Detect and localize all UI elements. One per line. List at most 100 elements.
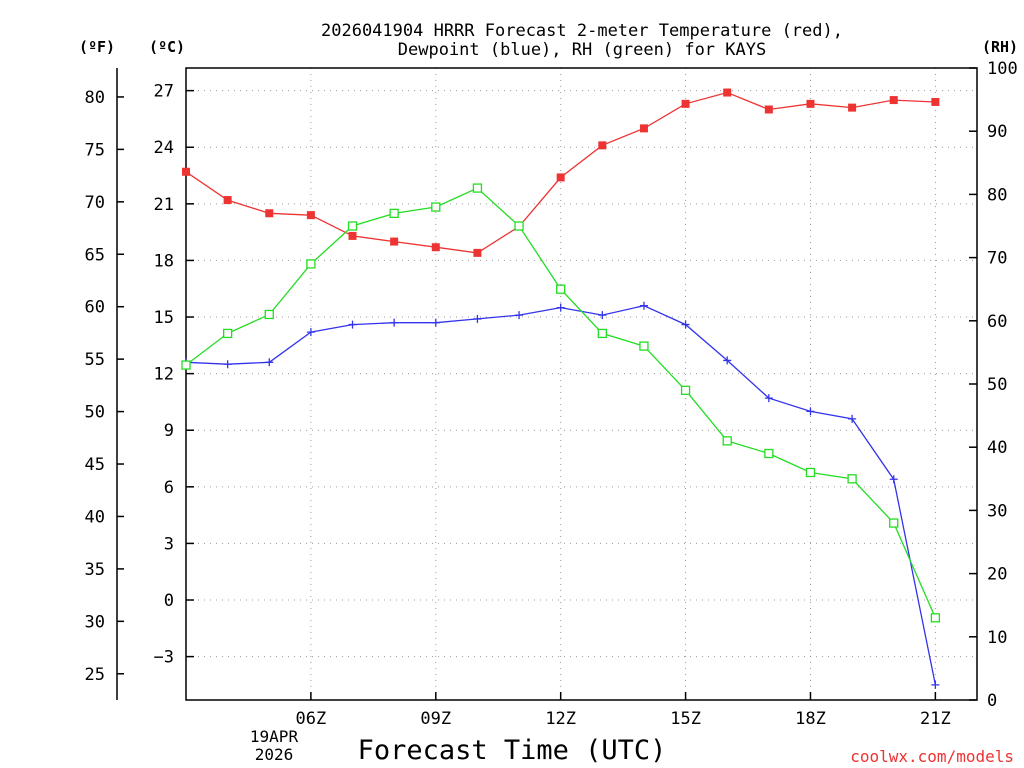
data-point bbox=[264, 309, 274, 320]
plot-frame bbox=[185, 67, 978, 701]
series-layer bbox=[181, 88, 941, 689]
data-point bbox=[889, 96, 898, 105]
series-line bbox=[185, 187, 936, 619]
chart-title-line2: Dewpoint (blue), RH (green) for KAYS bbox=[398, 40, 766, 60]
data-point bbox=[223, 360, 232, 369]
rh-tick-label: 70 bbox=[987, 249, 1007, 269]
f-tick-label: 55 bbox=[85, 350, 105, 370]
c-tick-label: 15 bbox=[154, 308, 174, 328]
rh-unit-label: (RH) bbox=[982, 38, 1018, 56]
f-tick-label: 35 bbox=[85, 560, 105, 580]
c-tick-label: 3 bbox=[164, 534, 174, 554]
data-point bbox=[722, 436, 732, 446]
data-point bbox=[931, 97, 940, 106]
x-axis-title: Forecast Time (UTC) bbox=[358, 735, 667, 766]
data-point bbox=[347, 221, 358, 231]
data-point bbox=[598, 311, 607, 320]
data-point bbox=[598, 141, 607, 150]
c-tick-label: 12 bbox=[154, 365, 174, 385]
data-point bbox=[223, 196, 232, 205]
data-point bbox=[265, 358, 274, 367]
series-dewpoint bbox=[182, 301, 940, 689]
data-point bbox=[764, 448, 774, 459]
series-2-meter-temperature bbox=[182, 88, 940, 257]
c-tick-label: 27 bbox=[154, 82, 174, 102]
rh-tick-label: 60 bbox=[987, 312, 1007, 332]
data-point bbox=[472, 183, 483, 193]
data-point bbox=[390, 318, 399, 327]
rh-tick-label: 80 bbox=[987, 185, 1007, 205]
data-point bbox=[556, 173, 565, 182]
x-tick-label: 18Z bbox=[795, 709, 826, 729]
data-point bbox=[889, 475, 898, 484]
data-point bbox=[639, 301, 648, 310]
rh-tick-label: 10 bbox=[987, 628, 1007, 648]
f-tick-label: 30 bbox=[85, 612, 105, 632]
f-tick-label: 70 bbox=[85, 193, 105, 213]
data-point bbox=[515, 311, 524, 320]
c-tick-label: 0 bbox=[164, 591, 174, 611]
data-point bbox=[473, 314, 482, 323]
data-point bbox=[431, 318, 440, 327]
data-point bbox=[431, 243, 440, 252]
watermark: coolwx.com/models bbox=[850, 747, 1014, 766]
date-label-line2: 2026 bbox=[255, 745, 294, 764]
x-tick-label: 21Z bbox=[920, 709, 951, 729]
x-tick-label: 09Z bbox=[420, 709, 451, 729]
data-point bbox=[806, 99, 815, 108]
data-point bbox=[597, 328, 607, 339]
celsius-unit-label: (ºC) bbox=[149, 38, 185, 56]
date-label-line1: 19APR bbox=[250, 727, 299, 746]
data-point bbox=[556, 303, 565, 312]
data-point bbox=[847, 474, 857, 484]
data-point bbox=[348, 320, 357, 329]
c-tick-label: 24 bbox=[154, 138, 174, 158]
rh-tick-label: 20 bbox=[987, 565, 1007, 585]
c-tick-label: 9 bbox=[164, 421, 174, 441]
celsius-axis-ticks: 27 24 21 18 15 12 9 6 3 0 −3 bbox=[154, 82, 194, 668]
f-tick-label: 40 bbox=[85, 507, 105, 527]
f-tick-label: 45 bbox=[85, 455, 105, 475]
data-point bbox=[848, 414, 857, 423]
data-point bbox=[848, 103, 857, 112]
data-point bbox=[431, 202, 441, 212]
series-rh bbox=[181, 183, 941, 623]
f-tick-label: 80 bbox=[85, 88, 105, 108]
data-point bbox=[389, 208, 399, 219]
data-point bbox=[681, 320, 690, 329]
data-point bbox=[556, 284, 566, 294]
data-point bbox=[265, 209, 274, 218]
data-point bbox=[764, 394, 773, 403]
rh-tick-label: 100 bbox=[987, 59, 1018, 79]
data-point bbox=[764, 105, 773, 114]
rh-tick-label: 0 bbox=[987, 691, 997, 711]
f-tick-label: 75 bbox=[85, 140, 105, 160]
c-tick-label: 6 bbox=[164, 478, 174, 498]
f-tick-label: 60 bbox=[85, 298, 105, 318]
data-point bbox=[723, 88, 732, 97]
data-point bbox=[306, 211, 315, 220]
x-tick-label: 06Z bbox=[296, 709, 327, 729]
x-tick-label: 12Z bbox=[545, 709, 576, 729]
rh-tick-label: 90 bbox=[987, 122, 1007, 142]
data-point bbox=[681, 99, 690, 108]
data-point bbox=[889, 518, 899, 528]
data-point bbox=[181, 360, 191, 370]
fahrenheit-axis-ticks: 80 75 70 65 60 55 50 45 40 35 30 25 bbox=[85, 88, 124, 685]
data-point bbox=[514, 221, 524, 231]
f-tick-label: 65 bbox=[85, 245, 105, 265]
data-point bbox=[723, 356, 732, 365]
rh-tick-label: 50 bbox=[987, 375, 1007, 395]
fahrenheit-unit-label: (ºF) bbox=[79, 38, 115, 56]
data-point bbox=[680, 385, 691, 395]
data-point bbox=[931, 680, 940, 689]
data-point bbox=[930, 613, 941, 623]
rh-tick-label: 40 bbox=[987, 438, 1007, 458]
c-tick-label: 21 bbox=[154, 195, 174, 215]
data-point bbox=[348, 231, 357, 240]
data-point bbox=[473, 248, 482, 257]
grid-lines bbox=[186, 68, 977, 700]
data-point bbox=[390, 237, 399, 246]
chart-title-line1: 2026041904 HRRR Forecast 2-meter Tempera… bbox=[321, 21, 843, 41]
